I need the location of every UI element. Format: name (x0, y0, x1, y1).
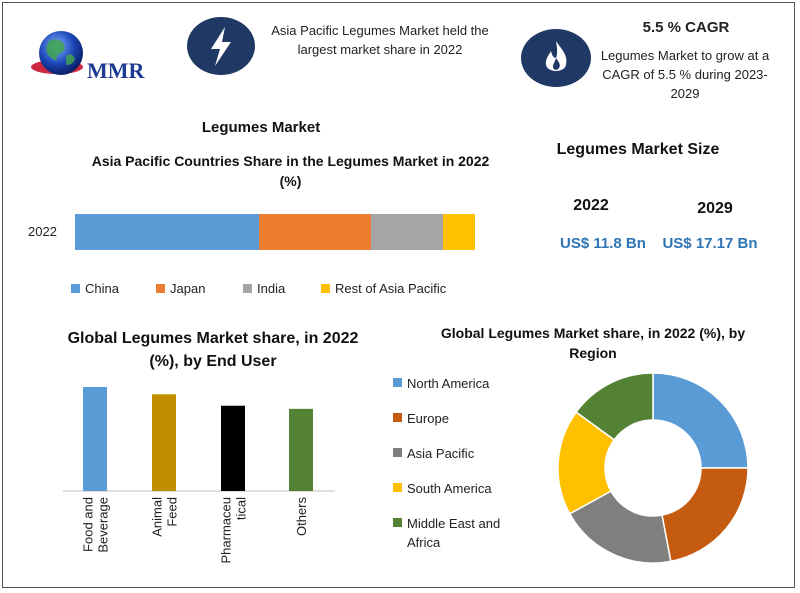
svg-text:Animal: Animal (150, 497, 165, 537)
enduser-x-label-pharmaceutical: Pharmaceu tical (219, 497, 249, 564)
stacked-chart-title: Asia Pacific Countries Share in the Legu… (91, 153, 490, 189)
region-donut-chart (557, 372, 749, 564)
stacked-legend-item-rest-of-asia-pacific: Rest of Asia Pacific (321, 281, 446, 296)
legend-swatch (243, 284, 252, 293)
region-legend-item-north-america: North America (393, 374, 489, 393)
logo-text: MMR (87, 58, 146, 83)
region-legend-item-south-america: South America (393, 479, 492, 498)
donut-slice-europe (661, 467, 749, 563)
highlight-text: Asia Pacific Legumes Market held the lar… (271, 23, 489, 57)
enduser-bar-pharmaceutical (221, 405, 245, 491)
enduser-bar-chart: Food and Beverage Animal Feed Pharmaceu tical… (63, 387, 335, 564)
stacked-y-tick-label: 2022 (28, 224, 57, 239)
legend-label: China (85, 281, 119, 296)
legend-label: South America (407, 481, 492, 496)
svg-text:Beverage: Beverage (96, 497, 111, 553)
region-legend-item-middle-east-and-africa: Middle East and Africa (393, 514, 500, 552)
legend-swatch (393, 413, 402, 422)
market-size-value-2022: US$ 11.8 Bn (560, 235, 646, 252)
market-size-year-2029: 2029 (697, 200, 733, 217)
stacked-legend-item-india: India (243, 281, 285, 296)
stacked-bar-chart: 2022 (28, 214, 475, 250)
stacked-legend-item-japan: Japan (156, 281, 205, 296)
legend-swatch (393, 518, 402, 527)
svg-text:Others: Others (294, 497, 309, 537)
legend-swatch (71, 284, 80, 293)
stacked-bar-segment-rest-of-asia-pacific (443, 214, 475, 250)
legend-label: Asia Pacific (407, 446, 475, 461)
stacked-legend-item-china: China (71, 281, 119, 296)
flame-icon (521, 29, 591, 87)
enduser-x-label-others: Others (294, 497, 309, 537)
legend-label: Europe (407, 411, 449, 426)
legend-swatch (321, 284, 330, 293)
globe-icon (31, 31, 83, 75)
svg-text:tical: tical (234, 497, 249, 520)
market-size-year-2022: 2022 (573, 197, 609, 214)
donut-slice-north-america (652, 372, 749, 469)
market-size-value-2029: US$ 17.17 Bn (662, 235, 758, 252)
infographic-frame: MMR Asia Pacific Legumes Market held the… (2, 2, 795, 588)
enduser-bar-food-and-beverage (83, 387, 107, 491)
legend-label: Middle East and Africa (407, 516, 501, 550)
stacked-bar-segment-china (75, 214, 259, 250)
logo: MMR (31, 31, 146, 83)
legend-swatch (156, 284, 165, 293)
legend-label: India (257, 281, 286, 296)
legend-label: North America (407, 376, 490, 391)
cagr-text: Legumes Market to grow at a CAGR of 5.5 … (600, 48, 770, 101)
lightning-icon (187, 17, 255, 75)
legend-swatch (393, 483, 402, 492)
donut-slice-middle-east-and-africa (575, 372, 654, 441)
region-chart-title: Global Legumes Market share, in 2022 (%)… (440, 325, 746, 361)
market-title: Legumes Market (201, 119, 321, 136)
legend-swatch (393, 378, 402, 387)
legend-swatch (393, 448, 402, 457)
enduser-bar-animal-feed (152, 394, 176, 491)
svg-text:Food and: Food and (81, 497, 96, 552)
svg-text:Feed: Feed (165, 497, 180, 527)
region-legend-item-asia-pacific: Asia Pacific (393, 444, 474, 463)
enduser-x-label-animal-feed: Animal Feed (150, 497, 180, 537)
stacked-bar-segment-india (371, 214, 443, 250)
svg-text:Pharmaceu: Pharmaceu (219, 497, 234, 563)
enduser-bar-others (289, 408, 313, 491)
enduser-chart-title: Global Legumes Market share, in 2022 (%)… (67, 330, 359, 370)
region-legend-item-europe: Europe (393, 409, 449, 428)
cagr-title: 5.5 % CAGR (642, 19, 730, 36)
legend-label: Japan (170, 281, 206, 296)
enduser-x-label-food-and-beverage: Food and Beverage (81, 497, 111, 553)
legend-label: Rest of Asia Pacific (335, 281, 447, 296)
market-size-title: Legumes Market Size (556, 141, 720, 158)
stacked-bar-segment-japan (259, 214, 371, 250)
